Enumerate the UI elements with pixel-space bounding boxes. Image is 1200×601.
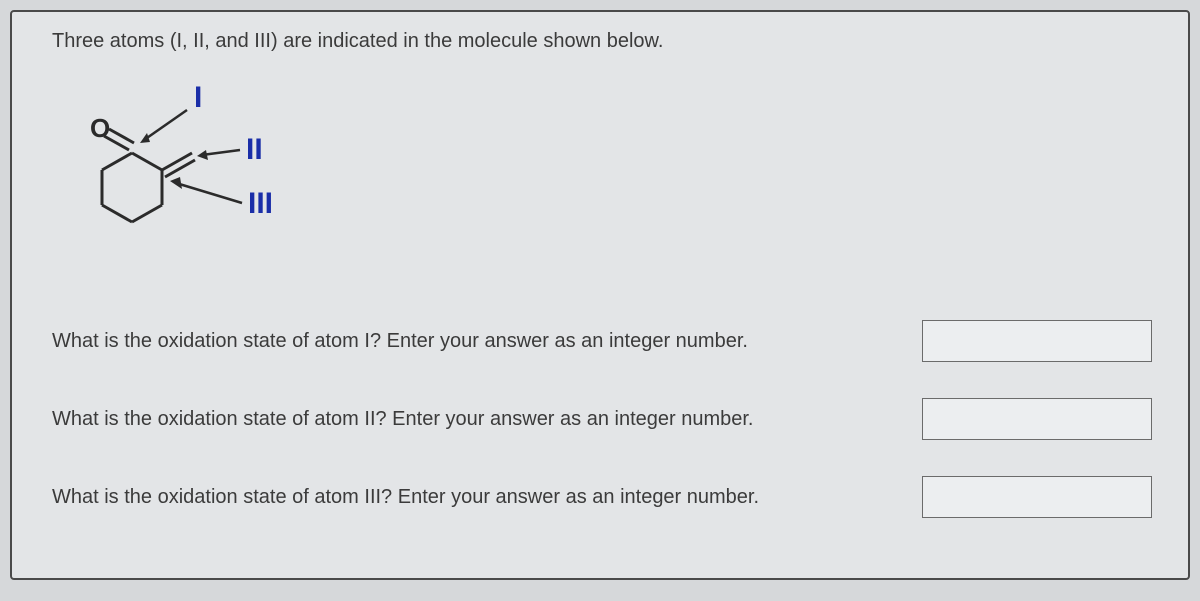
label-I: I [194, 81, 202, 114]
bond [165, 160, 195, 177]
exocyclic-double-bond [162, 153, 195, 177]
arrow-head [140, 133, 150, 143]
answer-3-input[interactable] [922, 476, 1152, 518]
question-2-text: What is the oxidation state of atom II? … [52, 408, 753, 431]
oxygen-label: O [90, 113, 110, 143]
question-3-text: What is the oxidation state of atom III?… [52, 486, 759, 509]
arrow-head [197, 150, 208, 160]
arrow-shaft [176, 183, 242, 203]
question-row-3: What is the oxidation state of atom III?… [52, 476, 1152, 518]
arrow-I [140, 110, 187, 143]
arrow-head [170, 177, 182, 189]
arrow-shaft [202, 150, 240, 155]
bond [162, 153, 192, 170]
bond [132, 153, 162, 170]
molecule-diagram: O I II III [52, 65, 312, 275]
intro-text: Three atoms (I, II, and III) are indicat… [52, 30, 1152, 53]
ring-bonds [102, 153, 162, 222]
answer-1-input[interactable] [922, 320, 1152, 362]
label-III: III [248, 187, 273, 220]
bond [102, 205, 132, 222]
answer-2-input[interactable] [922, 398, 1152, 440]
arrow-III [170, 177, 242, 203]
bond [102, 153, 132, 170]
question-1-text: What is the oxidation state of atom I? E… [52, 330, 748, 353]
question-panel: Three atoms (I, II, and III) are indicat… [10, 10, 1190, 580]
question-row-1: What is the oxidation state of atom I? E… [52, 320, 1152, 362]
label-II: II [246, 133, 263, 166]
bond [132, 205, 162, 222]
arrow-II [197, 150, 240, 160]
question-row-2: What is the oxidation state of atom II? … [52, 398, 1152, 440]
arrow-shaft [144, 110, 187, 140]
